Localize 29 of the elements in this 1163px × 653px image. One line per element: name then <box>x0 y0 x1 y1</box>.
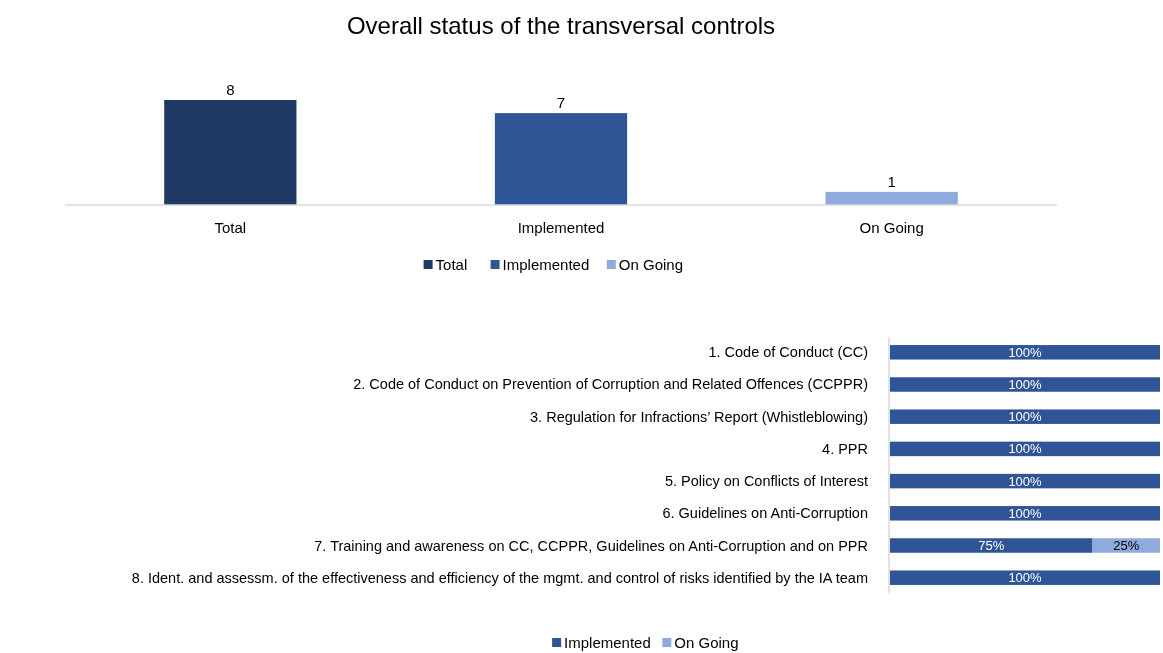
legend-label: Implemented <box>564 634 651 651</box>
x-tick-label: On Going <box>859 219 924 236</box>
data-label: 100% <box>1008 344 1043 360</box>
data-label: 100% <box>1008 505 1043 521</box>
data-label: 100% <box>1008 473 1043 489</box>
x-tick-label: Total <box>214 219 247 236</box>
y-tick-label: 5. Policy on Conflicts of Interest <box>664 473 868 490</box>
data-label: 25% <box>1113 538 1140 553</box>
legend-label: On Going <box>618 256 684 273</box>
x-tick-label: Implemented <box>517 219 605 236</box>
chart-title: Overall status of the transversal controls <box>346 12 776 39</box>
data-label: 7 <box>556 94 566 112</box>
y-tick-label: 6. Guidelines on Anti-Corruption <box>662 505 868 522</box>
y-tick-label: 8. Ident. and assessm. of the effectiveness and efficiency of the mgmt. and control of risks identified by the IA team <box>131 569 868 586</box>
y-tick-label: 3. Regulation for Infractions’ Report (Whistleblowing) <box>530 408 868 425</box>
data-label: 100% <box>1008 377 1043 392</box>
y-tick-label: 7. Training and awareness on CC, CCPPR, Guidelines on Anti-Corruption and on PPR <box>314 537 868 554</box>
data-label: 8 <box>226 81 235 98</box>
y-tick-label: 1. Code of Conduct (CC) <box>708 344 868 361</box>
data-label: 100% <box>1008 441 1043 457</box>
data-label: 75% <box>978 538 1005 553</box>
y-tick-label: 2. Code of Conduct on Prevention of Corruption and Related Offences (CCPPR) <box>353 376 868 393</box>
legend-label: Total <box>435 256 468 273</box>
y-tick-label: 4. PPR <box>822 440 868 457</box>
data-label: 1 <box>887 172 896 190</box>
data-label: 100% <box>1008 409 1043 425</box>
legend-label: Implemented <box>502 256 590 273</box>
legend-label: On Going <box>674 634 739 651</box>
data-label: 100% <box>1008 570 1043 586</box>
